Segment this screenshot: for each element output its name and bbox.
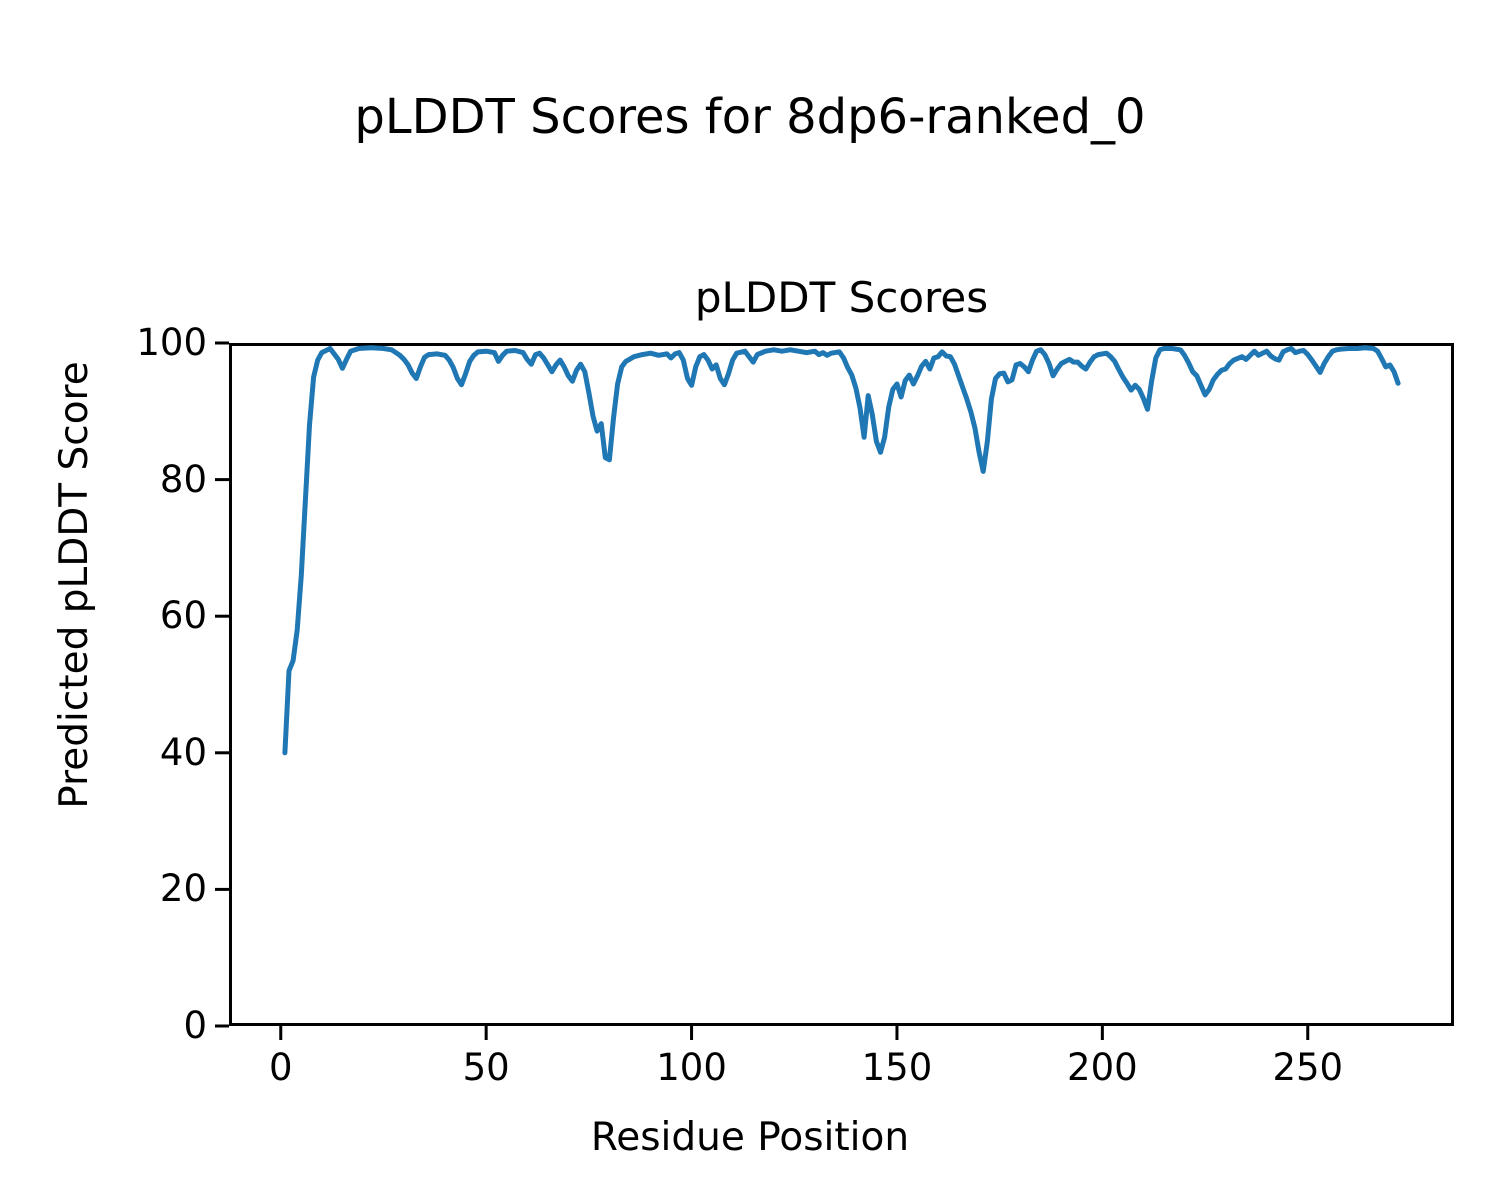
x-tick-label: 250 (1272, 1046, 1344, 1089)
plddt-line (282, 345, 1401, 756)
y-tick-label: 100 (136, 321, 207, 364)
plot-area (215, 341, 1454, 1040)
x-tick-label: 50 (462, 1046, 510, 1089)
x-axis-label: Residue Position (590, 1115, 910, 1160)
x-tick-label: 0 (268, 1046, 293, 1089)
axis-tick-marks (215, 341, 1310, 1040)
y-tick-label: 60 (159, 594, 207, 638)
x-tick-label: 200 (1067, 1046, 1138, 1089)
y-tick-label: 40 (159, 730, 207, 774)
y-tick-label: 20 (159, 867, 207, 911)
x-tick-label: 150 (861, 1046, 933, 1089)
figure-title: pLDDT Scores for 8dp6-ranked_0 (354, 89, 1146, 145)
axes-frame (229, 343, 1454, 1026)
x-tick-label: 100 (656, 1046, 727, 1089)
y-tick-label: 80 (159, 457, 207, 501)
y-tick-label: 0 (183, 1004, 207, 1047)
axes-title: pLDDT Scores (694, 273, 989, 322)
